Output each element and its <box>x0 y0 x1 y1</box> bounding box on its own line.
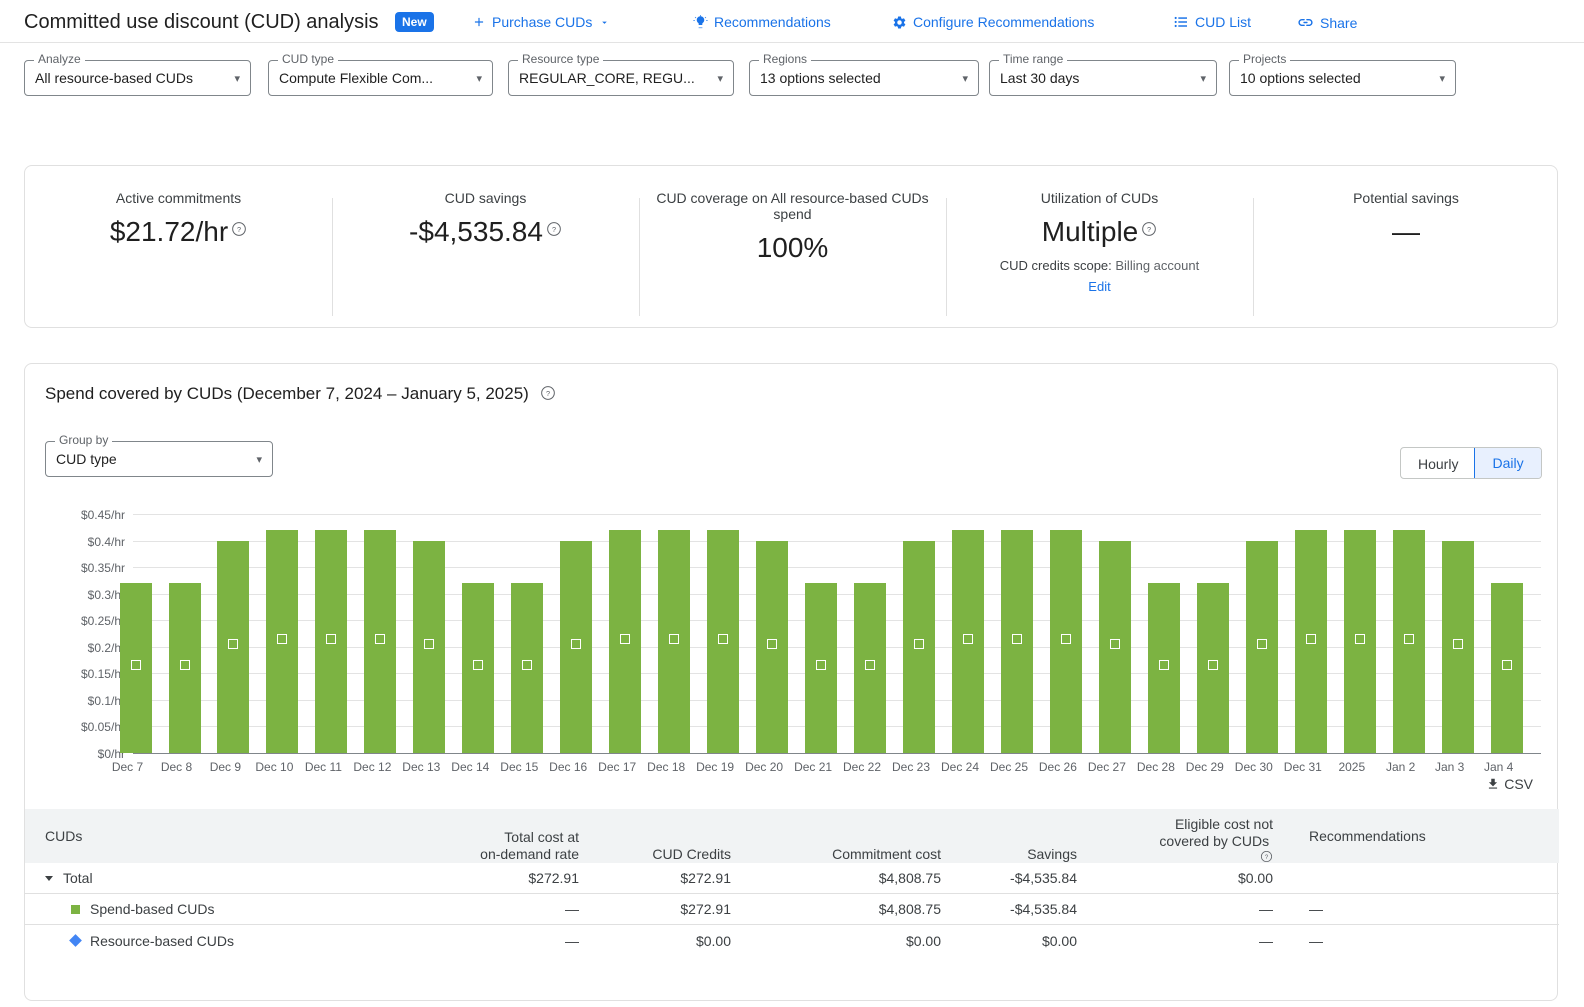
svg-text:?: ? <box>1265 855 1269 861</box>
svg-text:?: ? <box>552 225 556 234</box>
svg-text:?: ? <box>546 389 550 398</box>
svg-text:?: ? <box>237 225 241 234</box>
svg-text:?: ? <box>1147 225 1151 234</box>
